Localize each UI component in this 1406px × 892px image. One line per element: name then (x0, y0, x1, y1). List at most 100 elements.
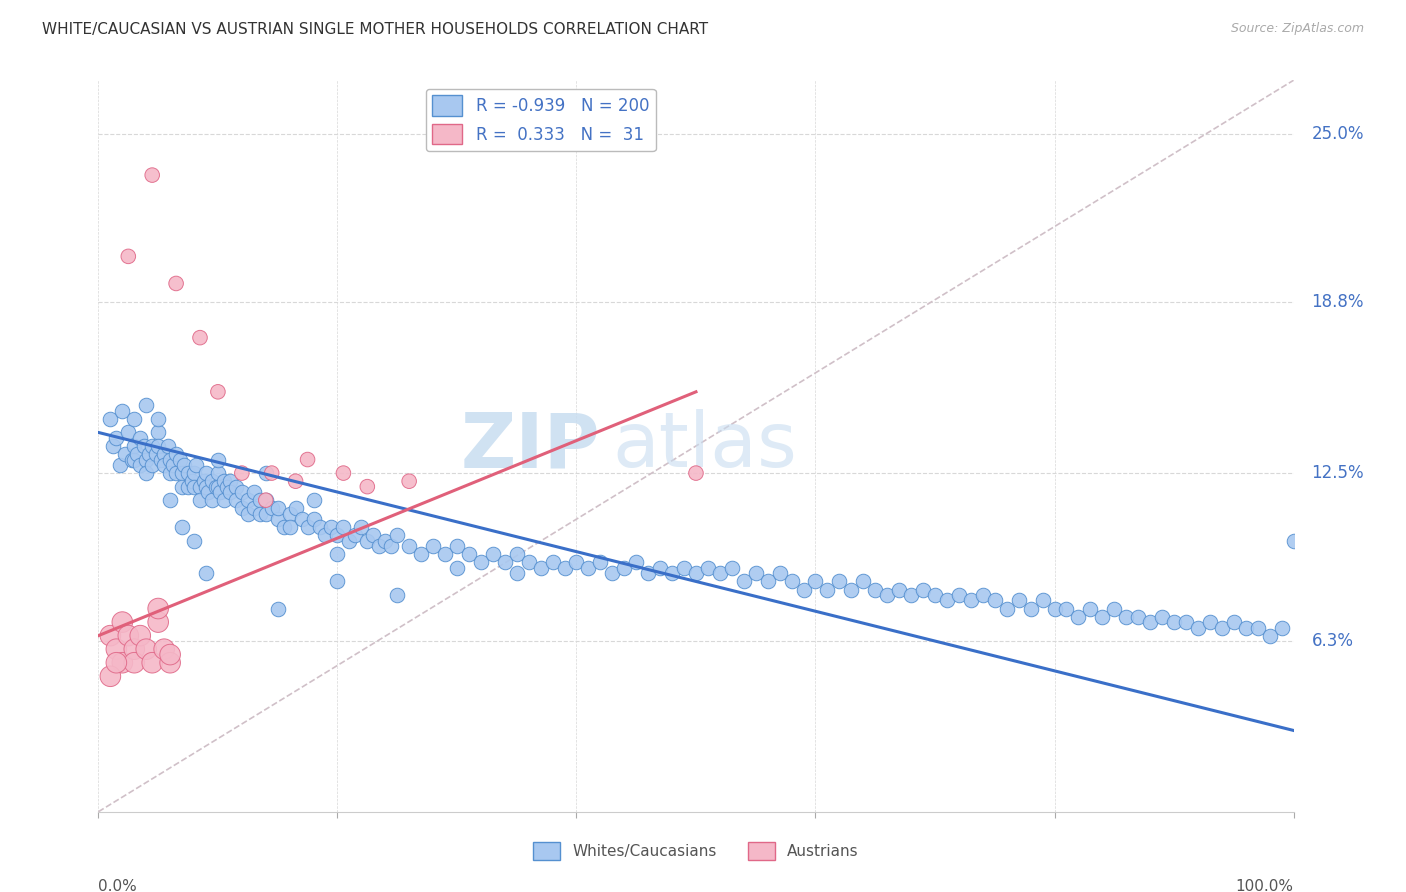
Point (177, 466, 200, 480)
Point (159, 466, 181, 480)
Point (201, 493, 224, 508)
Point (685, 566, 707, 581)
Point (231, 466, 253, 480)
Point (284, 474, 307, 488)
Point (165, 447, 187, 461)
Point (188, 493, 211, 508)
Point (326, 528, 349, 542)
Point (374, 533, 396, 548)
Point (165, 277, 187, 291)
Point (278, 507, 301, 521)
Point (302, 512, 325, 526)
Point (1222, 615, 1246, 629)
Point (207, 466, 229, 480)
Point (793, 582, 815, 597)
Point (212, 474, 235, 488)
Point (326, 547, 349, 561)
Point (124, 439, 146, 453)
Point (433, 547, 456, 561)
Point (117, 249, 139, 263)
Point (529, 561, 551, 575)
Point (183, 466, 205, 480)
Point (624, 556, 647, 570)
Point (398, 474, 420, 488)
Point (839, 582, 862, 597)
Point (876, 588, 898, 602)
Point (385, 588, 409, 602)
Point (194, 566, 217, 581)
Point (1032, 593, 1054, 607)
Point (1282, 533, 1305, 548)
Point (129, 458, 152, 472)
Point (565, 556, 588, 570)
Point (153, 458, 176, 472)
Point (517, 556, 540, 570)
Point (815, 582, 838, 597)
Point (308, 520, 330, 534)
Text: 18.8%: 18.8% (1312, 293, 1364, 311)
Point (506, 566, 529, 581)
Point (225, 493, 247, 508)
Point (159, 656, 181, 670)
Point (661, 566, 683, 581)
Point (242, 501, 264, 516)
Point (249, 507, 271, 521)
Point (121, 452, 143, 467)
Point (780, 574, 803, 589)
Point (1258, 629, 1281, 643)
Point (1198, 615, 1220, 629)
Point (1139, 615, 1161, 629)
Point (1128, 609, 1150, 624)
Point (446, 539, 468, 553)
Point (194, 480, 217, 494)
Point (111, 615, 134, 629)
Point (576, 561, 599, 575)
Point (219, 485, 242, 500)
Point (948, 588, 970, 602)
Point (231, 501, 253, 516)
Point (637, 566, 659, 581)
Point (613, 561, 636, 575)
Point (254, 493, 277, 508)
Point (297, 452, 319, 467)
Point (207, 384, 229, 399)
Point (105, 642, 128, 657)
Point (332, 466, 354, 480)
Point (828, 574, 851, 589)
Point (111, 656, 134, 670)
Point (129, 431, 152, 445)
Legend: Whites/Caucasians, Austrians: Whites/Caucasians, Austrians (527, 836, 865, 866)
Point (720, 561, 742, 575)
Text: 25.0%: 25.0% (1312, 126, 1364, 144)
Point (267, 512, 290, 526)
Point (709, 566, 731, 581)
Point (260, 466, 283, 480)
Point (169, 452, 191, 467)
Point (983, 593, 1005, 607)
Point (159, 452, 181, 467)
Point (673, 561, 696, 575)
Point (900, 588, 922, 602)
Point (124, 452, 146, 467)
Point (1091, 609, 1114, 624)
Point (145, 447, 167, 461)
Point (756, 574, 779, 589)
Point (745, 566, 768, 581)
Point (863, 582, 886, 597)
Point (363, 528, 385, 542)
Text: 12.5%: 12.5% (1312, 464, 1364, 482)
Point (267, 501, 290, 516)
Point (385, 528, 409, 542)
Point (236, 507, 259, 521)
Point (290, 512, 312, 526)
Point (135, 398, 157, 412)
Point (183, 533, 205, 548)
Point (207, 452, 229, 467)
Point (457, 547, 479, 561)
Point (204, 480, 226, 494)
Point (254, 507, 277, 521)
Point (135, 466, 157, 480)
Point (278, 520, 301, 534)
Point (156, 439, 179, 453)
Point (188, 480, 211, 494)
